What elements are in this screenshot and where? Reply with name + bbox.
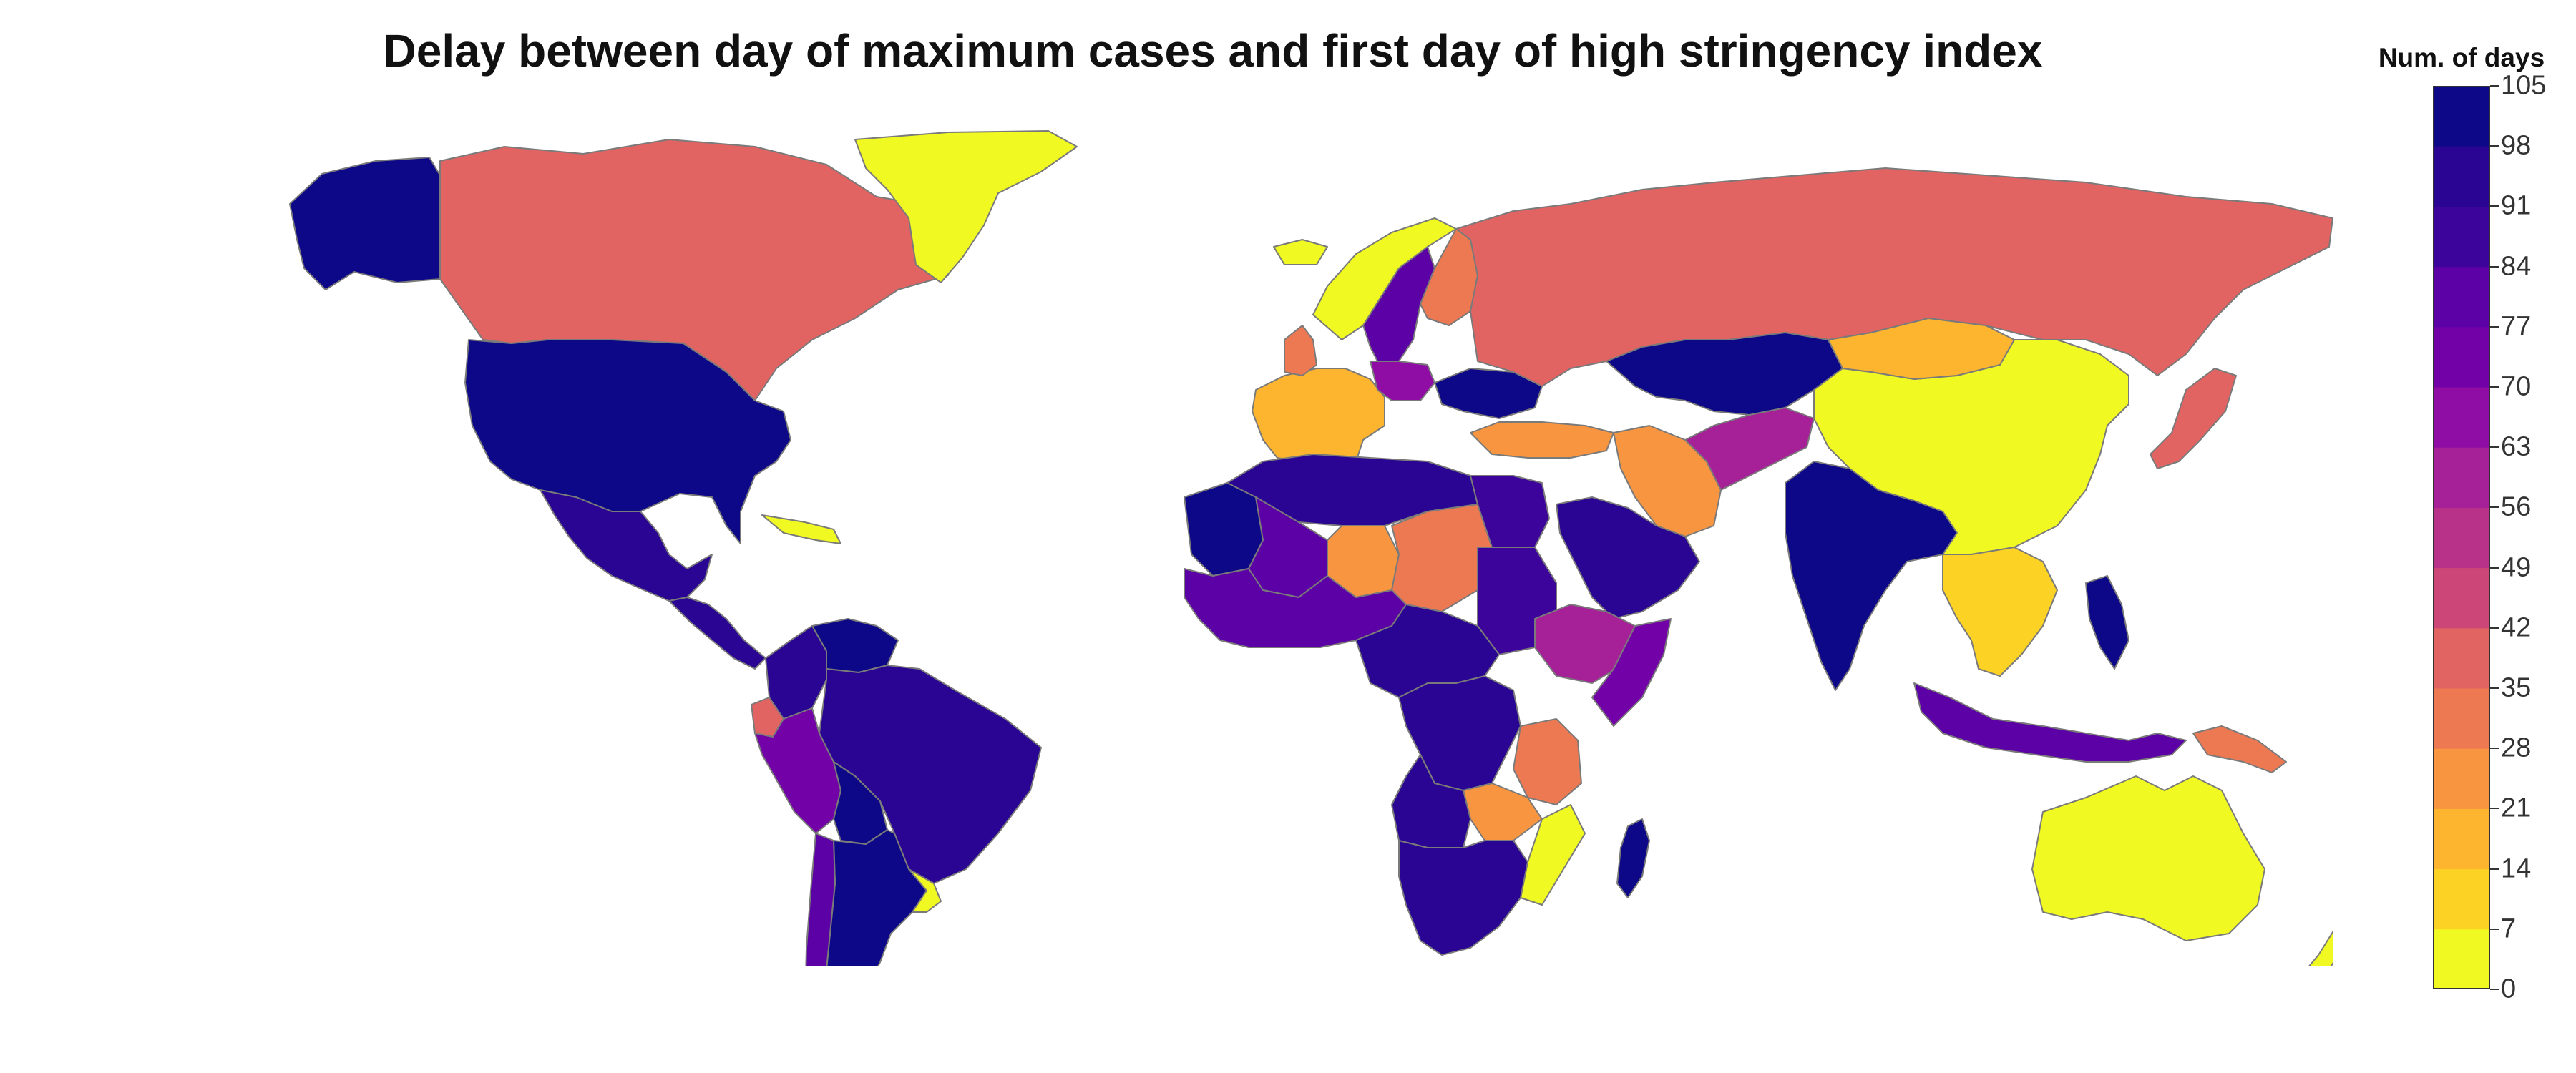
region-mexico <box>540 489 713 602</box>
colorbar-bin <box>2433 868 2490 930</box>
region-central-africa <box>1355 604 1500 698</box>
region-zambia <box>1463 783 1543 841</box>
colorbar-bin <box>2433 808 2490 870</box>
region-chile <box>805 833 836 966</box>
region-norway <box>1312 217 1457 340</box>
colorbar-tick <box>2490 85 2499 87</box>
region-southern-africa <box>1398 840 1528 956</box>
region-turkey <box>1470 421 1614 459</box>
colorbar-bin <box>2433 447 2490 508</box>
colorbar-bin <box>2433 507 2490 569</box>
region-saudi-arabia <box>1556 496 1700 619</box>
colorbar-tick-label: 91 <box>2501 190 2532 221</box>
region-tanzania <box>1513 718 1582 805</box>
region-ukraine <box>1434 368 1543 419</box>
colorbar-tick <box>2490 687 2499 689</box>
colorbar-title: Num. of days <box>2378 43 2545 72</box>
colorbar-tick <box>2490 205 2499 207</box>
colorbar-bin <box>2433 146 2490 207</box>
colorbar-tick-label: 0 <box>2501 974 2517 1004</box>
colorbar-bin <box>2433 627 2490 689</box>
colorbar-bin <box>2433 567 2490 629</box>
colorbar-tick <box>2490 506 2499 509</box>
region-papua-new-guinea <box>2192 725 2287 773</box>
colorbar-tick-label: 84 <box>2501 251 2532 282</box>
region-caribbean <box>761 514 841 544</box>
colorbar-tick <box>2490 567 2499 569</box>
region-mauritania <box>1184 482 1264 577</box>
region-madagascar <box>1616 818 1650 898</box>
region-somalia <box>1591 618 1672 727</box>
colorbar-tick <box>2490 627 2499 629</box>
region-russia <box>1455 167 2333 387</box>
colorbar-tick <box>2490 808 2499 810</box>
region-united-states <box>464 339 791 544</box>
colorbar-tick-label: 21 <box>2501 793 2532 823</box>
region-afghanistan <box>1684 407 1815 491</box>
colorbar-tick-label: 98 <box>2501 130 2532 161</box>
colorbar-bin <box>2433 326 2490 388</box>
region-central-america <box>668 597 766 670</box>
region-chad <box>1391 504 1493 612</box>
colorbar-tick <box>2490 386 2499 388</box>
colorbar-bin <box>2433 387 2490 448</box>
region-japan <box>2150 368 2237 469</box>
colorbar-bin <box>2433 206 2490 268</box>
region-western-europe <box>1252 368 1385 476</box>
colorbar-ticks: 105 98 91 84 77 70 63 56 49 42 35 28 21 14 7 0 <box>2433 71 2569 1004</box>
colorbar <box>2433 86 2490 989</box>
region-poland <box>1370 361 1435 401</box>
colorbar-tick <box>2490 868 2499 870</box>
colorbar-tick-label: 35 <box>2501 672 2532 703</box>
colorbar-bin <box>2433 688 2490 749</box>
colorbar-bin <box>2433 266 2490 328</box>
region-mongolia <box>1828 318 2015 380</box>
colorbar-tick <box>2490 928 2499 930</box>
colorbar-tick <box>2490 145 2499 147</box>
region-australia <box>2031 775 2265 941</box>
region-philippines <box>2085 575 2129 670</box>
region-uruguay <box>908 868 942 913</box>
colorbar-tick-label: 63 <box>2501 431 2532 462</box>
colorbar-bin <box>2433 748 2490 809</box>
region-argentina <box>826 829 927 966</box>
region-united-kingdom <box>1284 325 1317 376</box>
colorbar-tick <box>2490 748 2499 750</box>
colorbar-tick <box>2490 989 2499 990</box>
colorbar-tick-label: 77 <box>2501 311 2532 342</box>
world-choropleth-map <box>289 130 2333 966</box>
region-alaska <box>289 157 441 290</box>
region-new-zealand <box>2308 931 2333 966</box>
region-iran <box>1613 425 1722 537</box>
colorbar-tick <box>2490 446 2499 449</box>
region-southeast-asia <box>1942 547 2058 677</box>
region-iceland <box>1273 239 1328 265</box>
region-indonesia <box>1913 682 2187 763</box>
colorbar-tick <box>2490 325 2499 328</box>
colorbar-tick-label: 42 <box>2501 612 2532 643</box>
colorbar-tick <box>2490 265 2499 268</box>
colorbar-tick-label: 7 <box>2501 913 2517 944</box>
colorbar-tick-label: 56 <box>2501 491 2532 522</box>
colorbar-tick-label: 14 <box>2501 853 2532 884</box>
map-title: Delay between day of maximum cases and f… <box>383 25 2043 77</box>
colorbar-bin <box>2433 929 2490 989</box>
colorbar-bin <box>2433 86 2490 147</box>
region-egypt <box>1470 475 1550 548</box>
region-greenland <box>854 130 1078 283</box>
colorbar-tick-label: 49 <box>2501 552 2532 583</box>
colorbar-tick-label: 28 <box>2501 733 2532 763</box>
colorbar-tick-label: 105 <box>2501 70 2547 101</box>
colorbar-tick-label: 70 <box>2501 371 2532 402</box>
